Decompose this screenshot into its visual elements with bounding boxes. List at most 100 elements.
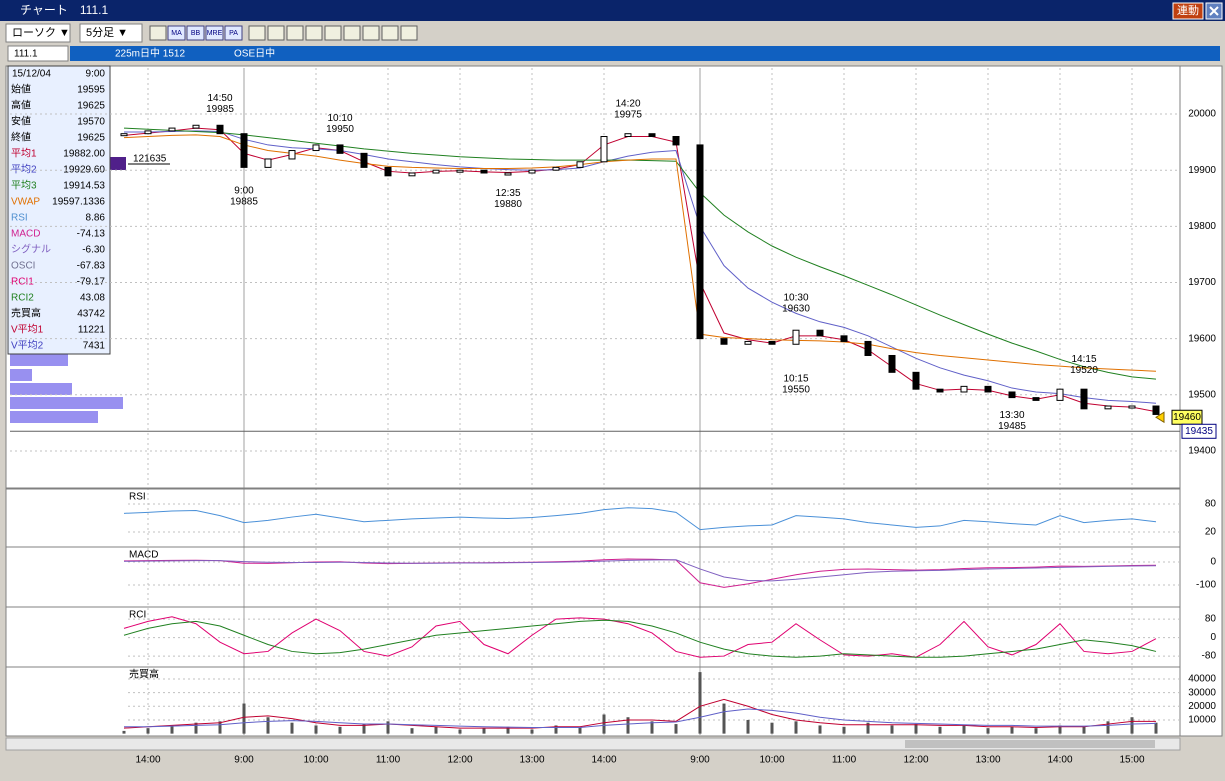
annotation-time: 10:15 <box>783 373 808 384</box>
toolbar-icon[interactable] <box>224 25 243 41</box>
chart-type-label[interactable]: ローソク ▼ <box>12 26 70 39</box>
scrollbar[interactable] <box>5 737 1181 751</box>
interval-select[interactable] <box>79 23 143 43</box>
volume-bar <box>914 724 918 734</box>
profile-bar <box>110 157 126 170</box>
annotation-time: 14:20 <box>615 99 640 110</box>
y-tick-label: 19500 <box>1188 389 1216 400</box>
y-tick-label: 19800 <box>1188 221 1216 232</box>
candle <box>240 133 248 168</box>
candle <box>768 340 776 345</box>
toolbar-icon[interactable] <box>400 25 418 41</box>
annotation-time: 12:35 <box>495 188 520 199</box>
toolbar-icon[interactable] <box>267 25 285 41</box>
candle <box>576 161 584 168</box>
info-value: 43742 <box>77 309 105 320</box>
y-tick-label: -100 <box>1196 580 1216 591</box>
y-tick-label: 80 <box>1205 499 1217 510</box>
scroll-thumb[interactable] <box>905 740 1155 748</box>
interval-label[interactable]: 5分足 ▼ <box>86 26 128 39</box>
y-tick-label: 0 <box>1210 557 1216 568</box>
plot-area <box>5 65 1181 737</box>
toolbar-icon[interactable] <box>248 25 266 41</box>
session-name: OSE日中 <box>234 47 275 60</box>
moving-average-line <box>123 127 1157 380</box>
chart-type-select[interactable] <box>5 23 71 43</box>
toolbar-icon[interactable] <box>167 25 186 41</box>
info-label: 始値 <box>11 83 31 96</box>
info-label: シグナル <box>11 243 51 256</box>
annotation-price: 19485 <box>998 421 1026 432</box>
title-bar <box>0 0 1225 21</box>
volume-bar <box>530 729 534 734</box>
y-tick-label: 20000 <box>1188 701 1216 712</box>
info-label: 終値 <box>11 131 31 144</box>
sync-button[interactable] <box>1172 2 1204 20</box>
volume-bar <box>410 728 414 734</box>
info-label: 平均3 <box>11 180 37 192</box>
x-tick-label: 9:00 <box>234 755 254 766</box>
candle <box>1104 405 1112 410</box>
toolbar-icon[interactable] <box>205 25 224 41</box>
volume-bar <box>482 728 486 734</box>
x-tick-label: 11:00 <box>832 755 857 766</box>
x-tick-label: 13:00 <box>519 755 544 766</box>
candle <box>1032 397 1040 401</box>
toolbar-icon[interactable] <box>305 25 323 41</box>
candle <box>432 169 440 174</box>
volume-bar <box>170 725 174 734</box>
volume-bar <box>698 672 702 734</box>
candle <box>744 340 752 345</box>
volume-bar <box>434 726 438 734</box>
x-tick-label: 12:00 <box>447 755 472 766</box>
toolbar-icon[interactable] <box>186 25 205 41</box>
panel-label: MACD <box>129 550 158 561</box>
symbol-code[interactable]: 111.1 <box>14 49 38 60</box>
volume-bar <box>1058 725 1062 734</box>
y-tick-label: 20 <box>1205 527 1217 538</box>
symbol-input[interactable] <box>7 45 69 62</box>
candle <box>960 385 968 393</box>
candle <box>792 329 800 345</box>
toolbar-icon[interactable] <box>362 25 380 41</box>
info-value: 11221 <box>78 325 106 336</box>
profile-bar <box>10 411 98 423</box>
toolbar-icon[interactable] <box>343 25 361 41</box>
volume-bar <box>458 729 462 734</box>
y-tick-label: 80 <box>1205 614 1217 625</box>
candle <box>408 172 416 177</box>
annotation-time: 14:15 <box>1071 354 1096 365</box>
profile-bar <box>10 397 123 409</box>
toolbar-icon[interactable] <box>324 25 342 41</box>
volume-bar <box>194 722 198 734</box>
volume-bar <box>626 717 630 734</box>
candle <box>504 172 512 176</box>
candle <box>312 144 320 152</box>
close-icon <box>1209 6 1219 16</box>
sync-button-label[interactable]: 連動 <box>1177 3 1199 17</box>
y-tick-label: 19900 <box>1188 165 1216 176</box>
x-tick-label: 12:00 <box>903 755 928 766</box>
candle <box>984 385 992 393</box>
panel-label: RSI <box>129 492 146 503</box>
info-label: OSCI <box>11 261 35 272</box>
volume-bar <box>1106 721 1110 734</box>
indicator-line <box>123 559 1157 582</box>
annotation-price: 19880 <box>494 199 522 210</box>
toolbar-icon[interactable] <box>149 25 167 41</box>
last-price: 19460 <box>1173 412 1201 423</box>
x-tick-label: 9:00 <box>690 755 710 766</box>
volume-bar <box>986 728 990 734</box>
window-title: チャート 111.1 <box>20 3 108 17</box>
annotation-time: 13:30 <box>999 410 1024 421</box>
volume-bar <box>338 726 342 734</box>
info-value: 19570 <box>77 117 105 128</box>
toolbar-icon[interactable] <box>381 25 399 41</box>
volume-bar <box>554 725 558 734</box>
info-value: -74.13 <box>77 229 106 240</box>
toolbar-icon[interactable] <box>286 25 304 41</box>
candle <box>840 335 848 342</box>
annotation-price: 19950 <box>326 124 354 135</box>
volume-bar <box>122 730 126 734</box>
